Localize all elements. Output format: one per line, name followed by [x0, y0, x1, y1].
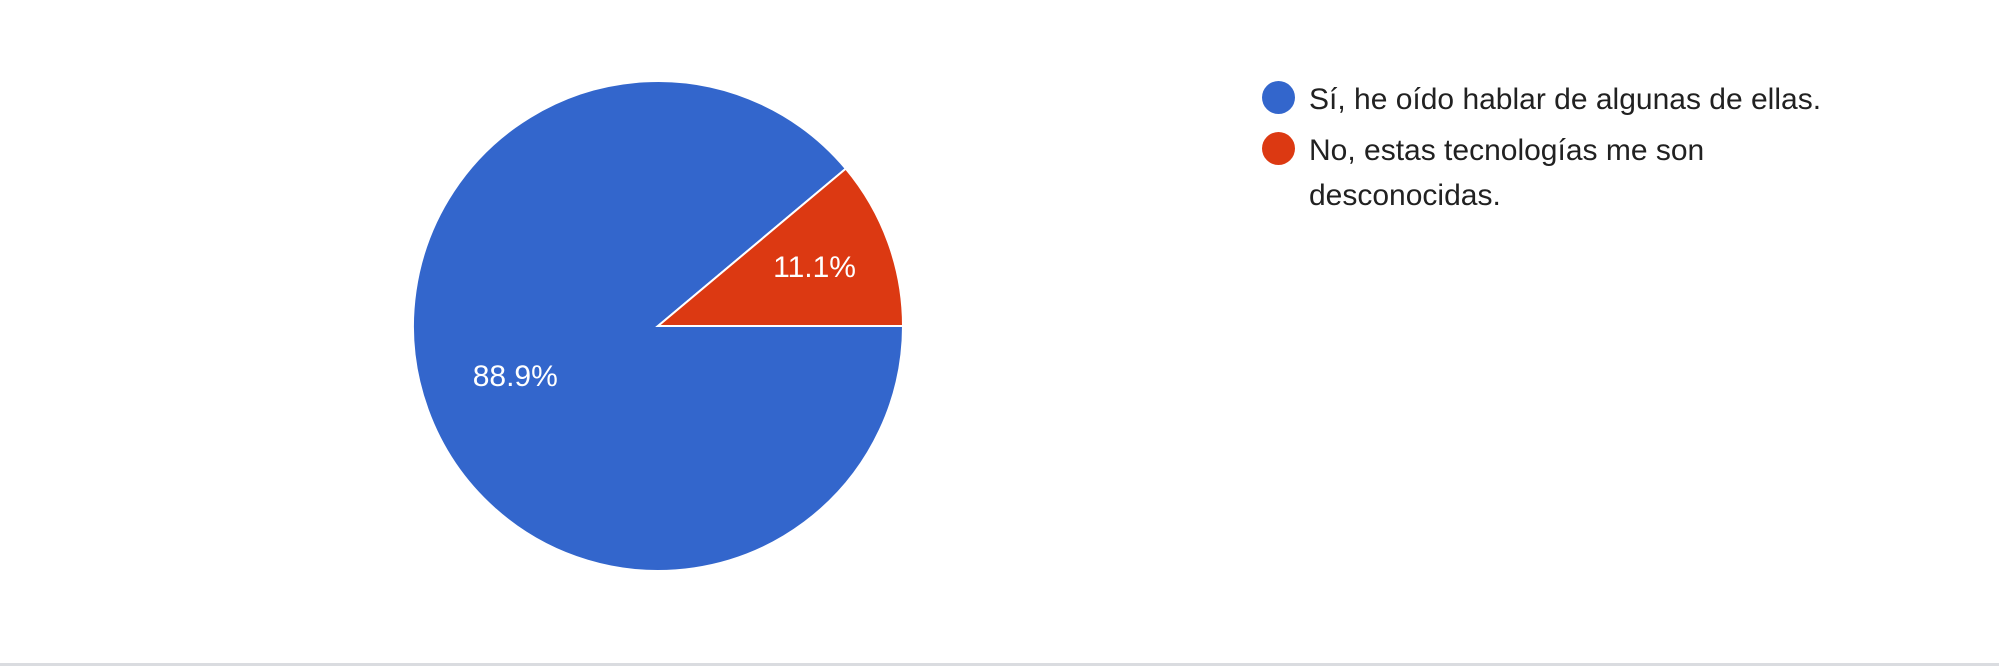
- legend-label-no: No, estas tecnologías me son desconocida…: [1309, 134, 1705, 212]
- pie-slice-label-si: 88.9%: [473, 360, 558, 393]
- pie-slices: [412, 80, 905, 572]
- legend-swatch-si: [1262, 81, 1295, 114]
- pie-slice-labels: 88.9% 11.1%: [473, 251, 856, 393]
- legend-item-si[interactable]: Sí, he oído hablar de algunas de ellas.: [1262, 77, 1962, 122]
- legend-swatch-no: [1262, 132, 1295, 165]
- pie-slice-label-no: 11.1%: [773, 251, 856, 284]
- legend-item-no[interactable]: No, estas tecnologías me son desconocida…: [1262, 128, 1962, 218]
- pie-slice-no[interactable]: [655, 167, 905, 327]
- chart-legend: Sí, he oído hablar de algunas de ellas. …: [1262, 77, 1962, 224]
- bottom-divider: [0, 663, 1999, 666]
- legend-label-si: Sí, he oído hablar de algunas de ellas.: [1309, 83, 1822, 116]
